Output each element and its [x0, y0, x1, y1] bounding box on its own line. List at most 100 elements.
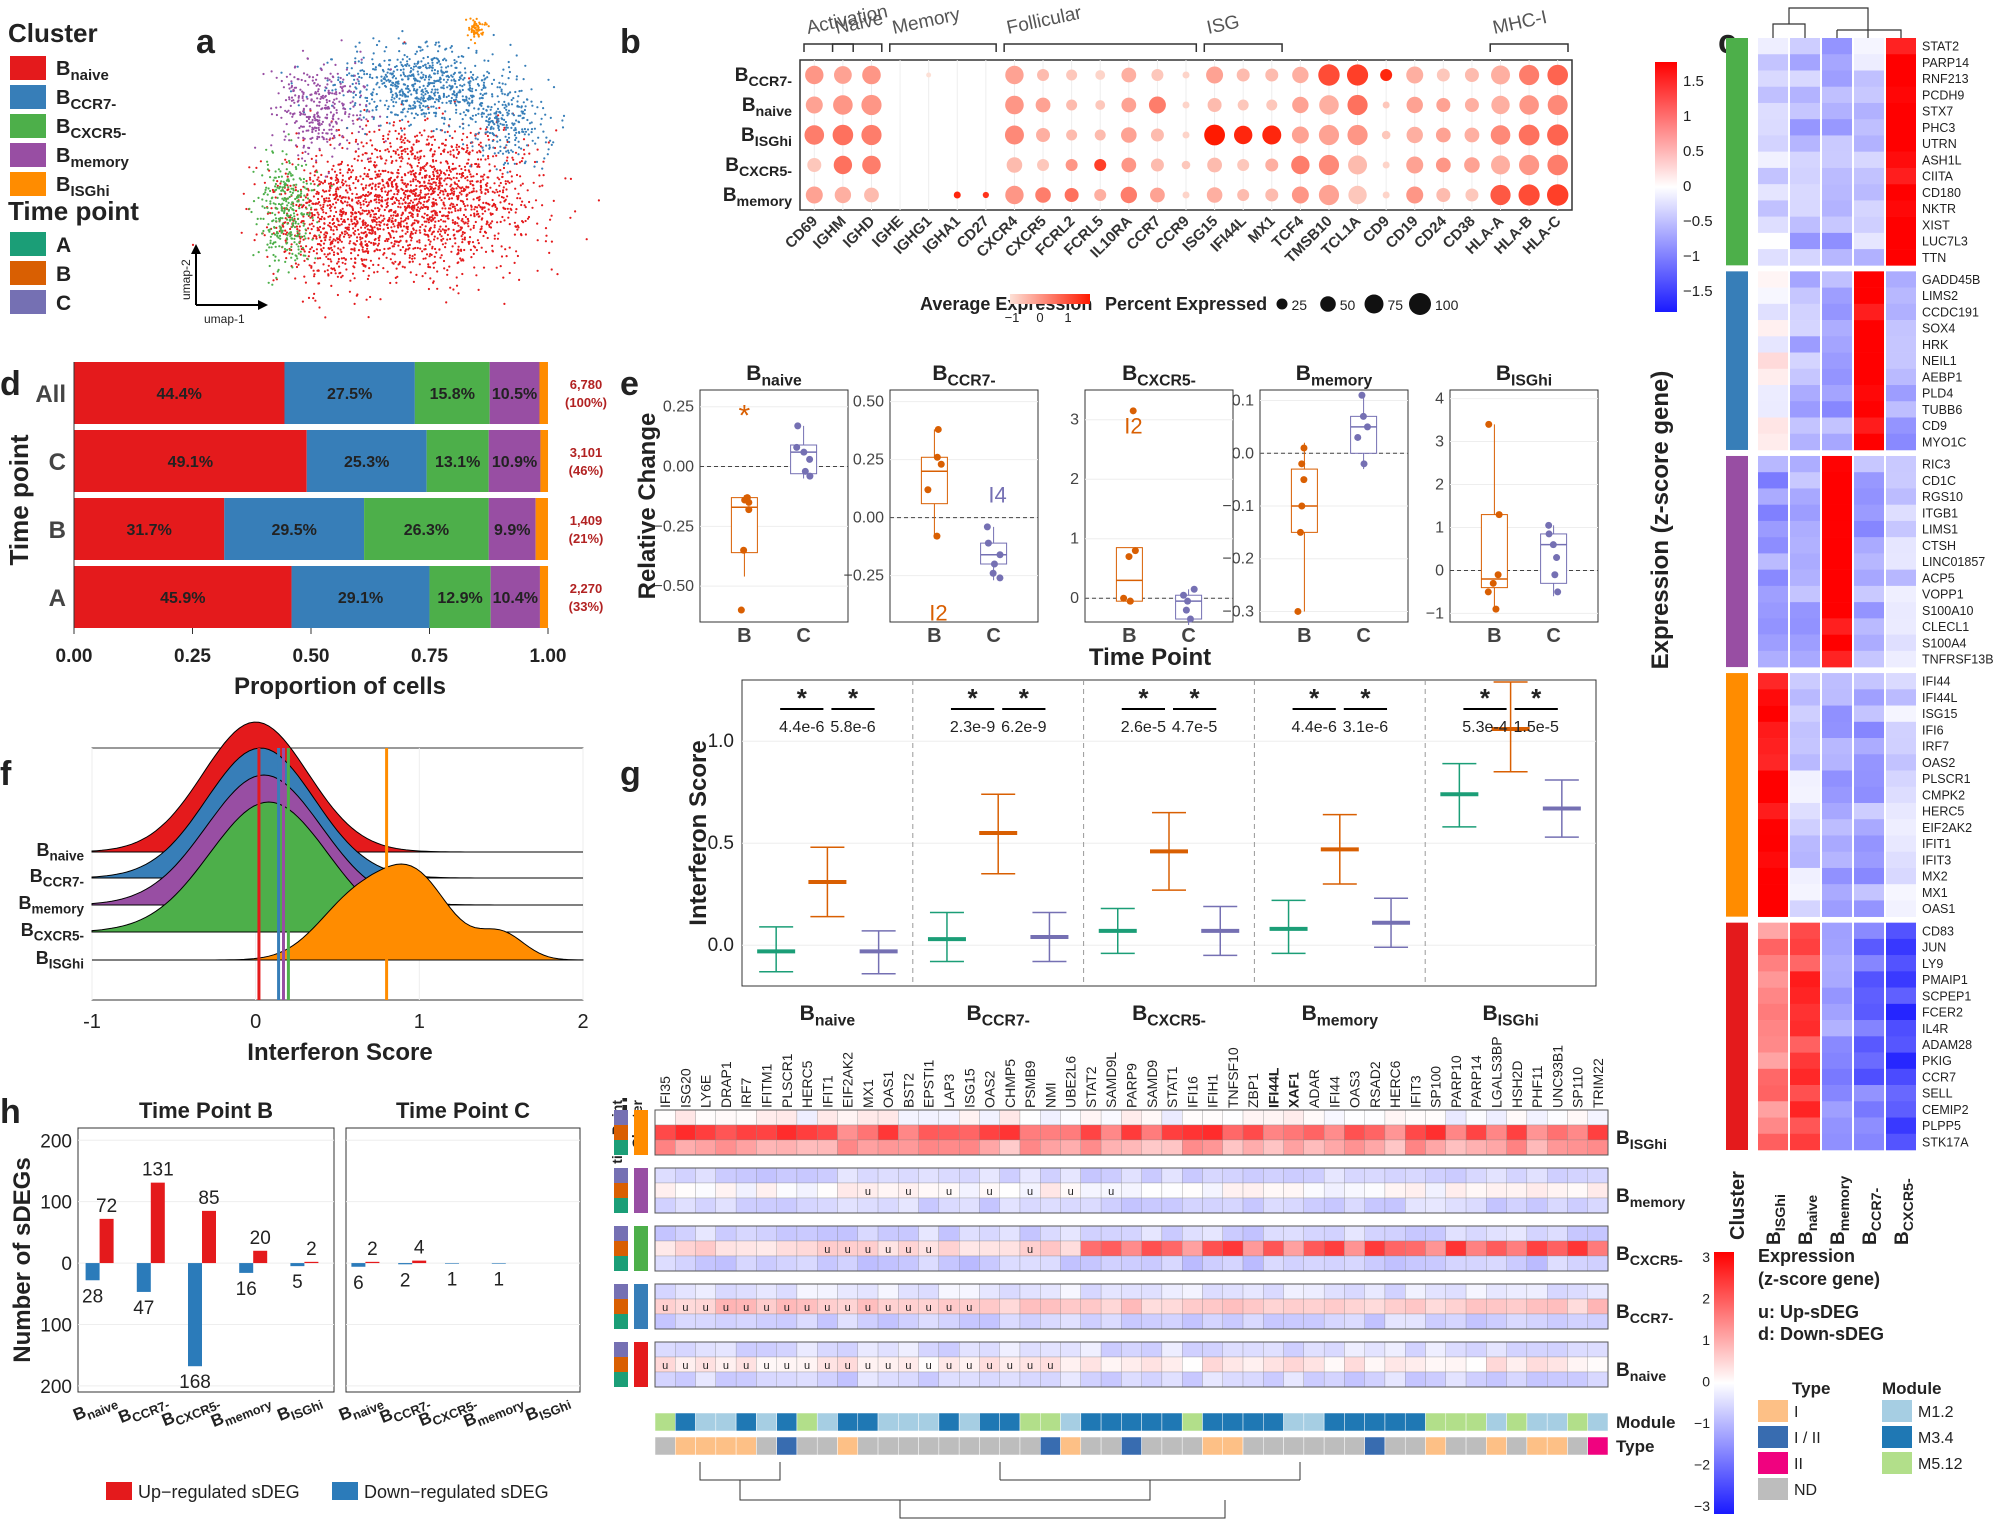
umap-cell-point [355, 193, 358, 196]
umap-cell-point [484, 192, 487, 195]
heatmap-c-cell [1886, 368, 1916, 386]
umap-cell-point [287, 208, 291, 211]
heatmap-c-cell [1854, 938, 1884, 956]
umap-cell-point [385, 256, 388, 259]
umap-cell-point [513, 261, 516, 264]
umap-cell-point [267, 187, 270, 190]
umap-cell-point [481, 115, 484, 118]
umap-cell-point [374, 188, 377, 191]
umap-cell-point [392, 70, 395, 73]
umap-cell-point [422, 64, 425, 67]
umap-cell-point [349, 85, 352, 88]
umap-cell-point [482, 107, 485, 110]
umap-cell-point [335, 111, 338, 114]
umap-cell-point [366, 224, 370, 227]
umap-cell-point [424, 195, 427, 199]
umap-cell-point [494, 205, 497, 208]
umap-cell-point [291, 216, 294, 219]
umap-cell-point [442, 58, 445, 62]
umap-cell-point [339, 85, 342, 88]
bar-d-total: 1,409 [570, 513, 603, 528]
umap-cell-point [438, 44, 441, 48]
umap-cell-point [302, 72, 306, 75]
umap-cell-point [263, 234, 266, 237]
umap-cell-point [455, 146, 458, 149]
umap-cell-point [350, 215, 353, 218]
umap-cell-point [405, 217, 408, 220]
umap-cell-point [333, 269, 337, 272]
umap-cell-point [335, 174, 338, 177]
umap-cell-point [395, 101, 398, 104]
box-e-y-tick-label: −0.1 [1222, 498, 1254, 515]
umap-cell-point [441, 112, 444, 115]
dotplot-dot [1006, 157, 1023, 173]
umap-cell-point [433, 190, 436, 193]
umap-cell-point [415, 219, 418, 222]
umap-cell-point [352, 96, 355, 99]
umap-cell-point [250, 210, 253, 214]
umap-cell-point [329, 111, 332, 114]
umap-cell-point [358, 103, 362, 106]
box-e-annotation: I2 [929, 601, 947, 626]
umap-cell-point [406, 162, 409, 165]
umap-cell-point [469, 248, 472, 251]
umap-cell-point [394, 65, 397, 69]
umap-cell-point [404, 196, 407, 199]
heatmap-c-cell [1886, 754, 1916, 771]
umap-cell-point [487, 138, 490, 141]
umap-cell-point [427, 235, 430, 238]
umap-cell-point [492, 127, 495, 130]
bar-h-down-bar [136, 1263, 151, 1292]
umap-cell-point [362, 56, 365, 59]
umap-cell-point [340, 181, 344, 184]
umap-cell-point [419, 49, 422, 52]
umap-cell-point [390, 226, 393, 229]
panel-letter-b: b [620, 23, 641, 61]
umap-cell-point [461, 85, 464, 88]
heatmap-c-cell [1854, 1101, 1884, 1118]
umap-cell-point [431, 159, 435, 162]
umap-cell-point [342, 85, 345, 88]
umap-cell-point [465, 193, 468, 196]
umap-cell-point [477, 107, 480, 110]
heatmap-c-gene-label: CD9 [1922, 419, 1947, 433]
umap-cell-point [292, 178, 295, 181]
umap-cell-point [385, 79, 388, 82]
dotplot-dot [1004, 125, 1024, 145]
heatmap-c-cell [1854, 86, 1884, 104]
heatmap-c-cell [1854, 1133, 1884, 1151]
umap-cell-point [422, 216, 425, 219]
umap-cell-point [469, 17, 472, 20]
umap-cell-point [471, 101, 474, 104]
umap-cell-point [453, 71, 456, 74]
umap-cell-point [364, 96, 367, 99]
heatmap-c-cell [1886, 673, 1916, 690]
umap-cell-point [310, 141, 313, 144]
umap-cell-point [276, 196, 279, 199]
umap-cell-point [314, 129, 317, 132]
dotplot-dot [1005, 95, 1024, 115]
umap-cell-point [313, 275, 316, 278]
heatmap-c-cell [1790, 1085, 1820, 1102]
umap-cell-point [276, 184, 279, 187]
umap-cell-point [342, 182, 345, 185]
umap-cell-point [364, 264, 367, 267]
umap-cell-point [299, 245, 303, 248]
umap-cell-point [488, 203, 491, 206]
umap-cell-point [354, 150, 357, 153]
heatmap-c-cell [1758, 271, 1788, 288]
umap-cell-point [370, 232, 373, 235]
umap-cell-point [336, 293, 339, 297]
umap-cell-point [391, 229, 394, 232]
heatmap-c-cell [1854, 537, 1884, 554]
heatmap-c-cell [1822, 488, 1852, 505]
heatmap-c-cell [1854, 287, 1884, 305]
dotplot-size-key [1409, 293, 1431, 315]
umap-cell-point [506, 140, 509, 143]
umap-cell-point [437, 185, 440, 188]
umap-cell-point [408, 206, 411, 209]
umap-cell-point [460, 176, 463, 179]
heatmap-c-cell [1758, 70, 1788, 88]
umap-cell-point [423, 220, 426, 223]
heatmap-c-cell [1822, 520, 1852, 538]
